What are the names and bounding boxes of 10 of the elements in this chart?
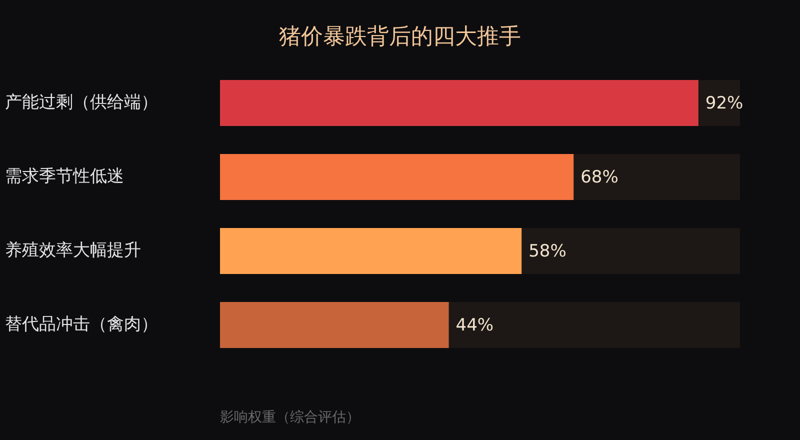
y-tick-label: 养殖效率大幅提升 — [5, 240, 141, 260]
x-axis-title: 影响权重（综合评估） — [220, 410, 360, 426]
y-tick-label: 替代品冲击（禽肉） — [5, 314, 158, 334]
y-tick-label: 需求季节性低迷 — [5, 166, 124, 186]
data-label: 44% — [456, 315, 494, 336]
data-label: 58% — [528, 241, 566, 262]
y-tick-label: 产能过剩（供给端） — [5, 92, 158, 112]
data-label: 68% — [580, 167, 618, 188]
data-label: 92% — [705, 93, 744, 114]
chart-title: 猪价暴跌背后的四大推手 — [279, 24, 521, 50]
